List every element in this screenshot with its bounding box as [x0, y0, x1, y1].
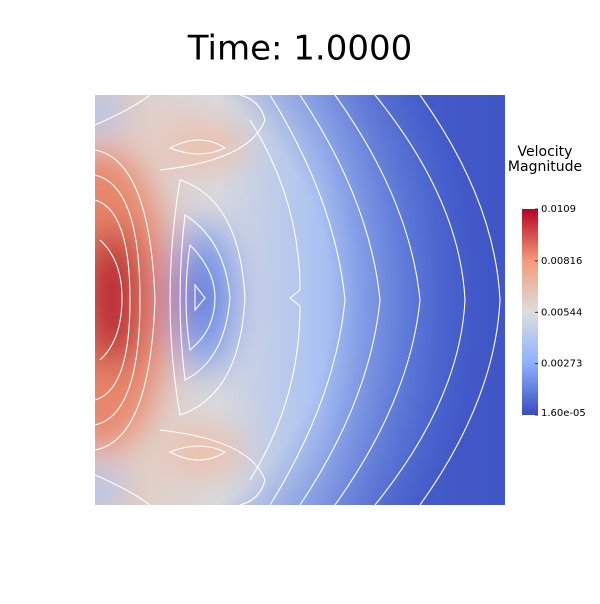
colorbar-tick-label: 0.00816	[541, 256, 582, 267]
colorbar-title: Velocity	[518, 144, 573, 160]
colorbar-tick-label: 0.00544	[541, 307, 582, 318]
colorbar-tick-label: 0.0109	[541, 204, 576, 215]
colorbar-title: Magnitude	[508, 159, 582, 175]
title: Time: 1.0000	[187, 29, 412, 69]
colorbar	[522, 209, 538, 415]
field	[95, 95, 505, 505]
colorbar-tick-label: 0.00273	[541, 359, 582, 370]
colorbar-tick-label: 1.60e-05	[541, 408, 586, 419]
